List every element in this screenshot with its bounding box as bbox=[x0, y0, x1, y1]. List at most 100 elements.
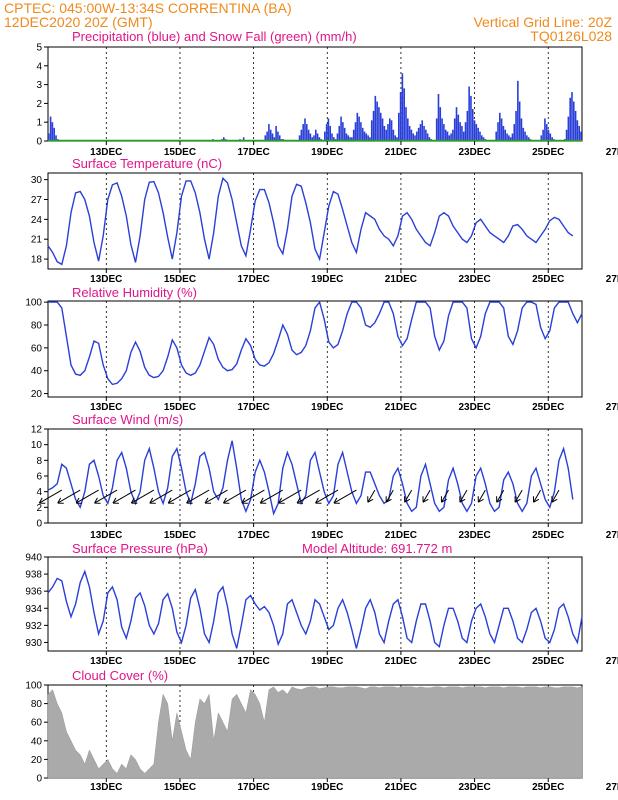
precip-bar bbox=[462, 131, 465, 141]
precip-ytick-3: 3 bbox=[36, 80, 42, 91]
precip-bar bbox=[394, 135, 396, 141]
wind-xtick-3: 19DEC bbox=[311, 530, 343, 541]
precip-bar bbox=[441, 118, 443, 141]
precip-bar bbox=[49, 116, 52, 141]
wind-vector bbox=[149, 489, 173, 504]
temp-xtick-4: 21DEC bbox=[385, 274, 417, 285]
temp-xtick-5: 23DEC bbox=[458, 274, 490, 285]
precip-bar bbox=[266, 131, 268, 141]
wind-vector bbox=[551, 489, 560, 503]
rh-xtick-3: 19DEC bbox=[311, 402, 343, 413]
cloud-title: Cloud Cover (%) bbox=[72, 668, 168, 683]
precip-bar bbox=[540, 135, 543, 141]
precip-xtick-0: 13DEC bbox=[90, 147, 122, 158]
precip-bar bbox=[549, 133, 552, 141]
pres-xtick-6: 25DEC bbox=[532, 656, 564, 667]
rh-series-line bbox=[48, 300, 583, 386]
precip-bar bbox=[396, 137, 398, 141]
precip-bar bbox=[324, 131, 326, 141]
wind-vector bbox=[278, 489, 302, 504]
precip-bar bbox=[475, 124, 478, 141]
temp-xtick-6: 25DEC bbox=[532, 274, 564, 285]
precip-ytick-0: 0 bbox=[36, 137, 42, 148]
precip-bar bbox=[399, 92, 402, 141]
temp-xtick-1: 15DEC bbox=[164, 274, 196, 285]
cloud-xtick-2: 17DEC bbox=[237, 782, 269, 793]
temp-ytick-3: 27 bbox=[31, 195, 43, 206]
precip-bar bbox=[271, 133, 274, 141]
precip-bar bbox=[513, 124, 516, 141]
wind-xtick-7: 27DEC bbox=[606, 530, 618, 541]
wind-vector-head bbox=[496, 496, 503, 503]
wind-xtick-4: 21DEC bbox=[385, 530, 417, 541]
precip-bar bbox=[455, 107, 458, 141]
precip-bar bbox=[567, 116, 570, 141]
precip-bar bbox=[408, 125, 411, 141]
precip-bar bbox=[448, 135, 451, 141]
temp-xtick-2: 17DEC bbox=[237, 274, 269, 285]
precip-bar bbox=[544, 118, 546, 141]
wind-vector bbox=[404, 489, 413, 503]
precip-bar bbox=[497, 122, 499, 141]
precip-bar bbox=[453, 118, 456, 141]
location-header: CPTEC: 045:00W-13:34S CORRENTINA (BA) bbox=[4, 0, 292, 16]
precip-bar bbox=[421, 120, 424, 141]
precip-bar bbox=[551, 137, 553, 141]
precip-bar bbox=[390, 120, 393, 141]
cloud-xtick-1: 15DEC bbox=[164, 782, 196, 793]
precip-bar bbox=[416, 131, 418, 141]
rh-ytick-0: 20 bbox=[31, 389, 43, 400]
wind-vector bbox=[385, 489, 394, 503]
precip-xtick-6: 25DEC bbox=[532, 147, 564, 158]
wind-vector bbox=[296, 489, 320, 504]
precip-bar bbox=[369, 137, 371, 141]
pres-xtick-7: 27DEC bbox=[606, 656, 618, 667]
precip-bar bbox=[545, 124, 548, 141]
precip-bar bbox=[300, 129, 303, 141]
wind-vector-head bbox=[404, 496, 411, 503]
wind-ytick-0: 0 bbox=[36, 519, 42, 530]
precip-bar bbox=[414, 135, 416, 141]
precip-bar bbox=[509, 137, 512, 141]
wind-xtick-5: 23DEC bbox=[458, 530, 490, 541]
precip-bar bbox=[517, 80, 519, 141]
precip-bar bbox=[477, 127, 479, 141]
pres-ytick-4: 938 bbox=[25, 570, 42, 581]
wind-vector-head bbox=[440, 496, 447, 503]
precip-bar bbox=[363, 131, 366, 141]
wind-vector-head bbox=[167, 497, 175, 504]
temp-ytick-0: 18 bbox=[31, 255, 43, 266]
precip-bar bbox=[315, 129, 317, 141]
wind-vector-head bbox=[222, 497, 230, 504]
rh-xtick-2: 17DEC bbox=[237, 402, 269, 413]
wind-vector-head bbox=[186, 497, 193, 504]
precip-bar bbox=[365, 133, 368, 141]
cloud-xtick-0: 13DEC bbox=[90, 782, 122, 793]
wind-vector bbox=[204, 489, 228, 504]
pres-frame bbox=[47, 556, 583, 652]
pres-ytick-5: 940 bbox=[25, 553, 42, 564]
precip-bar bbox=[464, 122, 467, 141]
precip-bar bbox=[403, 88, 406, 141]
precip-bar bbox=[452, 129, 454, 141]
wind-vector-head bbox=[204, 497, 212, 504]
precip-bar bbox=[318, 137, 321, 141]
precip-bar bbox=[374, 95, 377, 141]
precip-bar bbox=[269, 129, 272, 141]
rh-ytick-2: 60 bbox=[31, 343, 43, 354]
wind-xtick-1: 15DEC bbox=[164, 530, 196, 541]
precip-bar bbox=[307, 129, 310, 141]
pres-ytick-3: 936 bbox=[25, 587, 42, 598]
wind-vector bbox=[459, 489, 468, 503]
wind-vector bbox=[315, 489, 339, 504]
cloud-ytick-1: 20 bbox=[31, 755, 43, 766]
precip-bar bbox=[443, 124, 445, 141]
precip-bar bbox=[313, 135, 315, 141]
precip-bar bbox=[470, 95, 472, 141]
cloud-ytick-0: 0 bbox=[36, 774, 42, 785]
cloud-xtick-7: 27DEC bbox=[606, 782, 618, 793]
pres-ytick-2: 934 bbox=[25, 604, 42, 615]
precip-panel: Precipitation (blue) and Snow Fall (gree… bbox=[36, 29, 618, 158]
precip-bar bbox=[304, 118, 306, 141]
precip-bar bbox=[325, 124, 328, 141]
